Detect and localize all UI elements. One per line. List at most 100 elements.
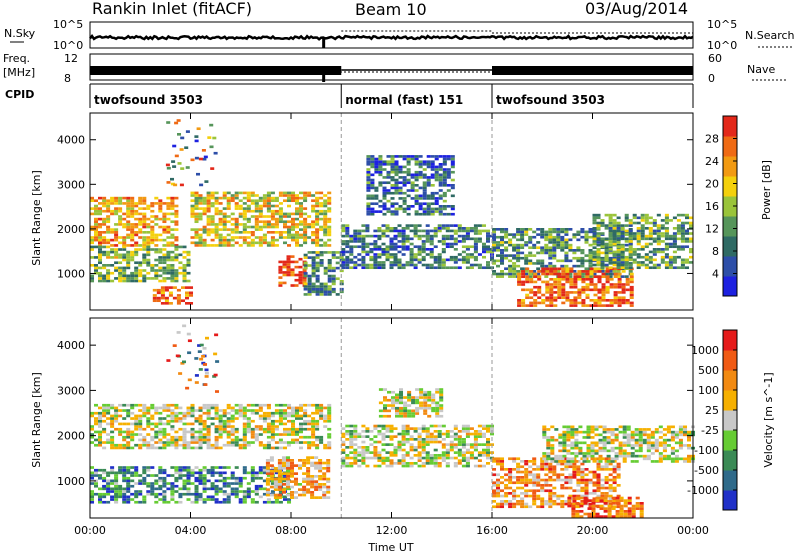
echo-cell (118, 422, 123, 426)
echo-cell (636, 221, 641, 225)
echo-cell (270, 422, 275, 426)
echo-cell (311, 223, 316, 226)
echo-cell (548, 233, 553, 236)
echo-cell (365, 266, 370, 270)
echo-cell (303, 419, 308, 423)
echo-cell (274, 217, 279, 221)
echo-cell (266, 414, 271, 418)
echo-cell (266, 231, 271, 234)
echo-cell (421, 248, 426, 251)
echo-cell (287, 500, 292, 504)
echo-cell (548, 497, 553, 501)
echo-cell (303, 217, 308, 221)
echo-cell (278, 220, 283, 224)
echo-cell (544, 238, 549, 242)
echo-cell (569, 283, 574, 286)
echo-cell (620, 234, 625, 238)
echo-cell (283, 220, 288, 224)
echo-cell (102, 204, 107, 208)
nsky-label: N.Sky (4, 27, 36, 40)
echo-cell (565, 291, 570, 294)
echo-cell (230, 196, 235, 200)
echo-cell (397, 459, 402, 462)
echo-cell (512, 254, 517, 257)
echo-cell (676, 232, 681, 235)
echo-cell (613, 283, 618, 286)
echo-cell (660, 248, 665, 251)
echo-cell (608, 213, 613, 217)
echo-cell (439, 393, 444, 397)
echo-cell (576, 249, 581, 252)
echo-cell (397, 240, 402, 243)
echo-cell (644, 221, 649, 225)
echo-cell (202, 207, 207, 210)
echo-cell (632, 232, 637, 235)
echo-cell (278, 191, 283, 195)
echo-cell (528, 262, 533, 265)
echo-cell (395, 409, 400, 413)
echo-cell (162, 269, 167, 272)
echo-cell (166, 231, 171, 234)
echo-cell (597, 304, 602, 307)
echo-cell (345, 227, 350, 230)
echo-cell (433, 229, 438, 233)
echo-cell (536, 465, 541, 469)
echo-cell (102, 487, 107, 491)
echo-cell (433, 456, 438, 460)
echo-cell (234, 225, 239, 229)
echo-cell (628, 221, 633, 225)
echo-cell (90, 277, 95, 280)
echo-cell (156, 299, 161, 303)
echo-cell (230, 212, 235, 216)
echo-cell (572, 497, 577, 501)
echo-cell (560, 264, 565, 268)
echo-cell (303, 293, 308, 296)
echo-cell (569, 270, 574, 273)
echo-cell (238, 223, 243, 226)
echo-cell (166, 166, 171, 170)
echo-cell (620, 232, 625, 235)
echo-cell (508, 264, 513, 268)
echo-cell (441, 234, 446, 238)
echo-cell (441, 432, 446, 436)
echo-cell (218, 479, 223, 483)
echo-cell (90, 411, 95, 415)
echo-cell (170, 438, 175, 442)
echo-cell (182, 279, 187, 283)
echo-cell (621, 288, 626, 292)
echo-cell (98, 223, 103, 226)
echo-cell (353, 234, 358, 238)
echo-cell (174, 476, 179, 480)
echo-cell (434, 170, 439, 174)
echo-cell (319, 290, 324, 294)
echo-cell (439, 396, 444, 399)
echo-cell (600, 251, 605, 255)
echo-cell (573, 296, 578, 300)
echo-cell (295, 199, 300, 203)
echo-cell (94, 225, 99, 229)
echo-cell (382, 176, 387, 179)
echo-cell (270, 435, 275, 439)
echo-cell (318, 464, 323, 467)
echo-cell (254, 241, 259, 245)
echo-cell (442, 155, 447, 158)
echo-cell (118, 466, 123, 469)
echo-cell (318, 496, 323, 499)
echo-cell (616, 227, 621, 230)
echo-cell (331, 269, 336, 273)
echo-cell (437, 454, 442, 457)
echo-cell (277, 485, 282, 489)
echo-cell (290, 469, 295, 473)
echo-cell (403, 396, 408, 399)
echo-cell (573, 278, 578, 281)
echo-cell (258, 406, 263, 410)
power-ylabel: Slant Range [km] (30, 170, 43, 266)
echo-cell (389, 229, 394, 233)
echo-cell (170, 202, 175, 205)
echo-cell (401, 432, 406, 436)
echo-cell (311, 274, 316, 278)
echo-cell (672, 240, 677, 243)
echo-cell (202, 438, 207, 442)
echo-cell (429, 263, 434, 267)
echo-cell (146, 482, 151, 485)
